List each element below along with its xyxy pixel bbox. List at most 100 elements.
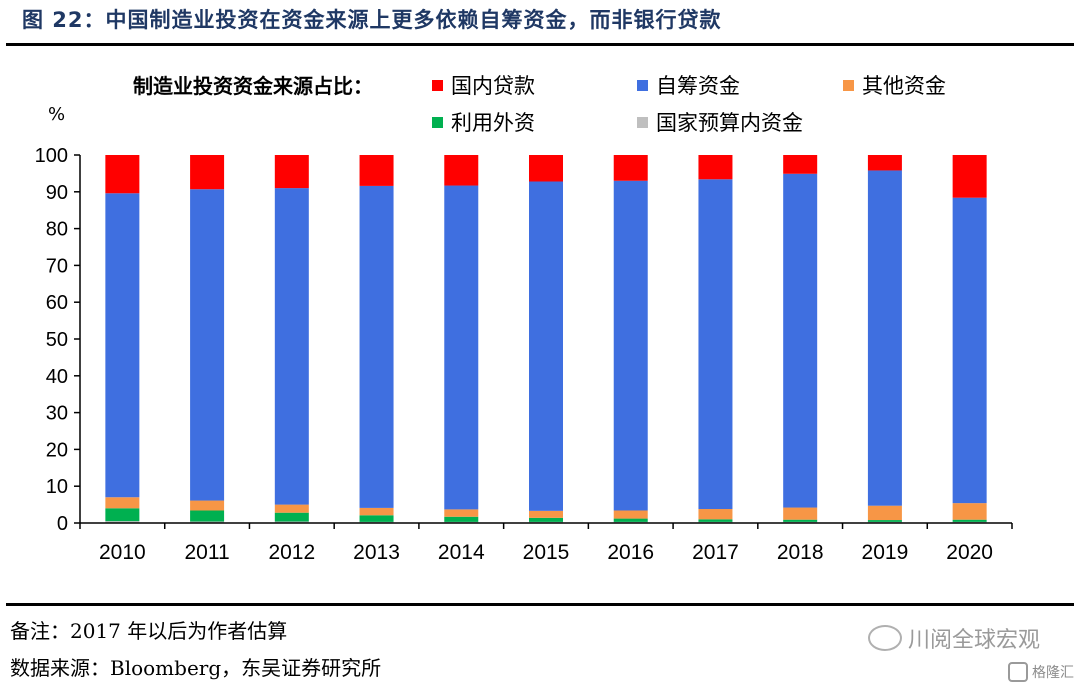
bar-segment [613,518,648,522]
bar-segment [274,504,309,513]
bar-stack-2019 [867,155,902,523]
bar-segment [867,170,902,506]
legend-label: 利用外资 [451,111,535,135]
bar-segment [359,515,394,522]
bar-segment [698,509,733,520]
top-rule [6,43,1074,46]
y-tick-label: 20 [46,439,68,461]
bar-segment [698,179,733,510]
watermark-text: 川阅全球宏观 [907,628,1040,653]
watermark: 川阅全球宏观 [867,622,1040,654]
bar-stack-2020 [952,155,987,523]
x-tick-label: 2019 [862,541,909,564]
legend-item-foreign-capital: 利用外资 [432,107,535,137]
bar-segment [867,505,902,521]
bar-segment [529,181,563,511]
bar-segment [529,510,563,518]
source-line: 数据来源：Bloomberg，东吴证券研究所 [10,656,382,680]
bar-segment [105,193,140,498]
y-tick-label: 100 [35,145,68,167]
legend-item-domestic-loans: 国内贷款 [432,70,535,100]
bar-segment [698,155,733,180]
y-tick-label: 90 [46,182,68,204]
bar-segment [359,185,394,508]
bar-segment [867,155,902,171]
bar-segment [444,185,479,510]
bar-segment [529,517,563,522]
bar-stack-2012 [274,155,309,523]
legend-label: 国内贷款 [451,74,535,98]
legend-swatch [637,116,648,128]
bar-segment [105,508,140,522]
legend-swatch [432,79,443,91]
bar-segment [190,189,225,501]
figure-title: 图 22：中国制造业投资在资金来源上更多依赖自筹资金，而非银行贷款 [22,8,722,32]
x-tick-label: 2010 [99,541,146,564]
bar-stack-2016 [613,155,648,523]
y-tick-label: 60 [46,292,68,314]
bar-segment [952,155,987,198]
x-tick-label: 2017 [692,541,739,564]
bar-segment [190,500,225,511]
legend-item-other-funds: 其他资金 [843,70,946,100]
bar-segment [783,173,818,508]
bar-segment [952,197,987,504]
bar-segment [359,507,394,516]
bar-segment [190,510,225,522]
bar-segment [105,497,140,509]
legend-item-self-raised: 自筹资金 [637,70,740,100]
legend-swatch [637,79,648,91]
legend-item-state-budget: 国家预算内资金 [637,107,803,137]
bar-segment [613,155,648,181]
wechat-icon [867,625,902,651]
y-tick-label: 80 [46,219,68,241]
x-tick-label: 2013 [353,541,400,564]
bar-segment [698,519,733,522]
bar-stack-2013 [359,155,394,523]
bar-segment [444,509,479,517]
x-tick-label: 2014 [438,541,485,564]
legend-title: 制造业投资资金来源占比： [133,74,373,98]
x-tick-label: 2012 [268,541,315,564]
y-tick-label: 10 [46,476,68,498]
bar-stack-2014 [444,155,479,523]
legend-swatch [843,79,854,91]
legend-label: 其他资金 [862,74,946,98]
x-axis: 2010 2011 2012 2013 2014 2015 2016 2017 2018 2019… [79,522,1013,564]
bar-segment [529,155,563,182]
bar-segment [952,519,987,522]
bottom-rule [6,603,1074,606]
y-tick-label: 40 [46,366,68,388]
bar-segment [274,155,309,189]
bar-stack-2011 [190,155,225,523]
bar-segment [783,519,818,522]
logo-icon [1008,662,1028,682]
y-tick-label: 0 [57,513,68,535]
bar-segment [190,155,225,190]
bar-segment [952,503,987,520]
bar-stack-2015 [529,155,563,523]
bar-segment [444,155,479,186]
x-tick-label: 2011 [185,541,230,564]
legend-swatch [432,116,443,128]
bar-stack-2010 [105,155,140,523]
bars [105,155,987,523]
x-tick-label: 2018 [777,541,824,564]
y-axis-unit: % [48,104,66,125]
y-axis: 0 10 20 30 40 50 60 70 80 90 100 [35,145,81,535]
y-tick-label: 30 [46,403,68,425]
bar-segment [274,188,309,505]
bar-segment [867,520,902,522]
bar-stack-2017 [698,155,733,523]
bar-segment [105,521,140,523]
x-tick-label: 2016 [607,541,654,564]
x-tick-label: 2015 [523,541,570,564]
bar-segment [444,516,479,522]
bar-stack-2018 [783,155,818,523]
footnote: 备注：2017 年以后为作者估算 [10,619,288,643]
bar-segment [359,155,394,186]
bar-segment [105,155,140,194]
y-tick-label: 50 [46,329,68,351]
bar-segment [274,512,309,522]
